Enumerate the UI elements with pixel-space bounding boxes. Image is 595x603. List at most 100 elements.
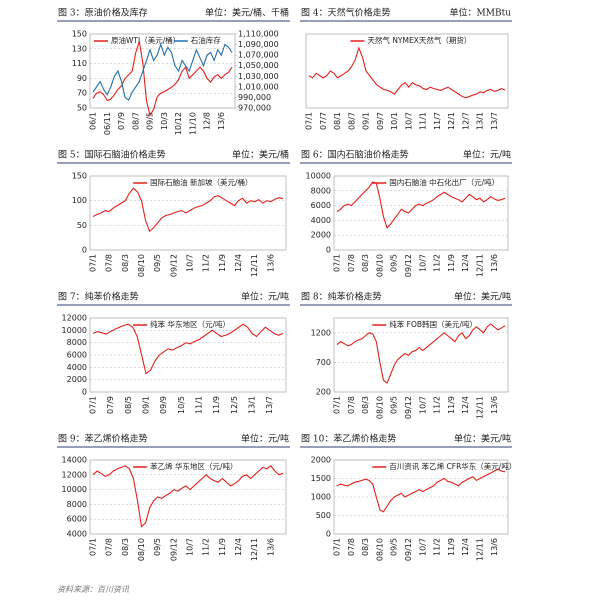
x-tick-label: 12/11 (250, 254, 259, 277)
plot-frame (89, 175, 287, 251)
x-tick-label: 11/2 (202, 254, 211, 272)
figure-unit: 单位：美元/吨 (454, 433, 511, 445)
legend-label: 纯苯 华东地区（元/吨） (150, 319, 230, 329)
y-tick-label: 4000 (311, 216, 331, 225)
x-tick-label: 11/2 (433, 396, 442, 414)
legend-label: 百川资讯 苯乙烯 CFR华东（美元/吨） (389, 461, 516, 471)
y-tick-label: 700 (316, 358, 331, 367)
x-tick-label: 07/8 (347, 254, 356, 272)
y2-tick-label: 1,010,000 (238, 82, 279, 91)
x-tick-label: 07/1 (333, 538, 342, 556)
x-tick-label: 08/10 (137, 538, 146, 561)
x-tick-label: 13/6 (490, 538, 499, 556)
x-tick-label: 13/7 (490, 112, 499, 130)
x-tick-label: 13/6 (266, 254, 275, 272)
plot-frame (89, 459, 287, 535)
y-tick-label: 50 (77, 221, 87, 230)
x-tick-label: 11/2 (433, 254, 442, 272)
y-tick-label: 100 (72, 196, 87, 205)
y-tick-label: 6000 (311, 201, 331, 210)
y2-tick-label: 1,050,000 (238, 61, 279, 70)
x-tick-label: 07/8 (347, 396, 356, 414)
y-tick-label: 90 (77, 74, 87, 83)
x-tick-label: 07/8 (105, 254, 114, 272)
x-tick-label: 08/7 (347, 112, 356, 130)
y-tick-label: 200 (316, 388, 331, 397)
x-tick-label: 06/1 (89, 112, 98, 130)
x-tick-label: 09/7 (376, 112, 385, 130)
x-tick-label: 10/7 (418, 396, 427, 414)
x-tick-label: 10/1 (390, 112, 399, 130)
x-tick-label: 08/10 (375, 396, 384, 419)
plot-frame (333, 175, 509, 251)
x-tick-label: 12/4 (461, 538, 470, 556)
y-tick-label: 130 (72, 44, 87, 53)
x-tick-label: 07/9 (117, 112, 126, 130)
y-tick-label: 14000 (62, 456, 87, 465)
figure-unit: 单位：元/吨 (241, 291, 289, 303)
x-tick-label: 10/7 (418, 254, 427, 272)
figure-title: 图 6：国内石脑油价格走势 (301, 149, 409, 161)
x-tick-label: 08/3 (361, 396, 370, 414)
y2-tick-label: 970,000 (238, 104, 271, 113)
x-tick-label: 09/5 (153, 538, 162, 556)
x-tick-label: 12/11 (475, 396, 484, 419)
x-tick-label: 11/9 (212, 396, 221, 414)
x-tick-label: 07/8 (105, 538, 114, 556)
x-tick-label: 07/1 (89, 254, 98, 272)
x-tick-label: 13/1 (248, 396, 257, 414)
x-tick-label: 12/4 (234, 538, 243, 556)
figure-title: 图 9：苯乙烯价格走势 (58, 433, 148, 445)
y-tick-label: 12000 (62, 470, 87, 479)
y-tick-label: 4000 (67, 363, 87, 372)
x-tick-label: 10/7 (418, 538, 427, 556)
legend-label: 纯苯 FOB韩国（美元/吨） (389, 319, 477, 329)
x-tick-label: 11/9 (447, 538, 456, 556)
y-tick-label: 8000 (67, 338, 87, 347)
x-tick-label: 09/12 (169, 538, 178, 561)
x-tick-label: 09/12 (404, 538, 413, 561)
x-tick-label: 10/12 (174, 112, 183, 135)
y2-tick-label: 1,070,000 (238, 51, 279, 60)
figure-title: 图 8：纯苯价格走势 (301, 291, 382, 303)
x-tick-label: 10/5 (177, 396, 186, 414)
x-tick-label: 12/11 (475, 538, 484, 561)
figure-title: 图 3：原油价格及库存 (58, 7, 148, 19)
x-tick-label: 07/1 (305, 112, 314, 130)
x-tick-label: 07/1 (89, 396, 98, 414)
y-tick-label: 10000 (306, 172, 331, 181)
x-tick-label: 11/9 (218, 254, 227, 272)
source-note: 资料来源：百川资讯 (57, 585, 130, 594)
legend-label: 原油WTI（美元/桶） (111, 35, 180, 45)
x-tick-label: 12/4 (461, 254, 470, 272)
x-tick-label: 09/9 (159, 396, 168, 414)
series-line (92, 323, 284, 375)
x-tick-label: 08/5 (124, 396, 133, 414)
figure-title: 图 10：苯乙烯价格走势 (301, 433, 396, 445)
x-tick-label: 13/7 (265, 396, 274, 414)
y2-tick-label: 1,090,000 (238, 40, 279, 49)
x-tick-label: 13/1 (476, 112, 485, 130)
y-tick-label: 6000 (67, 351, 87, 360)
x-tick-label: 08/3 (121, 254, 130, 272)
x-tick-label: 08/10 (375, 254, 384, 277)
figure-unit: 单位：MMBtu (450, 7, 512, 19)
series-line (308, 46, 506, 99)
figure-unit: 单位：元/吨 (463, 149, 511, 161)
x-tick-label: 10/3 (160, 112, 169, 130)
y-tick-label: 110 (72, 59, 87, 68)
y-tick-label: 1200 (311, 328, 331, 337)
legend-label: 国内石脑油 中石化出厂（元/吨） (389, 177, 499, 187)
x-tick-label: 10/7 (404, 112, 413, 130)
x-tick-label: 08/7 (131, 112, 140, 130)
x-tick-label: 11/1 (195, 396, 204, 414)
x-tick-label: 07/9 (106, 396, 115, 414)
series-line (336, 323, 506, 385)
x-tick-label: 09/5 (390, 396, 399, 414)
x-tick-label: 12/5 (230, 396, 239, 414)
x-tick-label: 13/6 (490, 396, 499, 414)
y-tick-label: 2000 (67, 375, 87, 384)
plot-frame (89, 33, 236, 109)
x-tick-label: 12/8 (203, 112, 212, 130)
